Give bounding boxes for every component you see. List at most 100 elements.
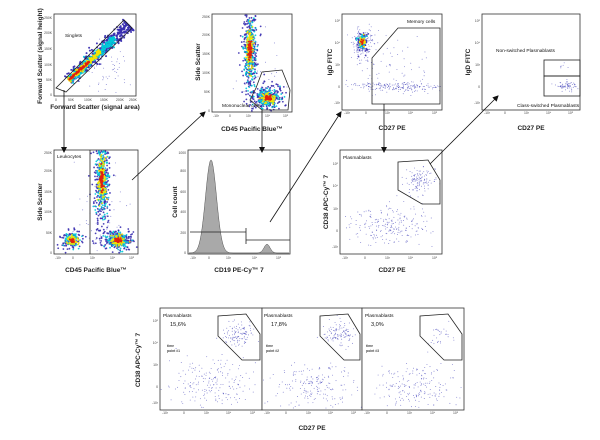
- event-dot: [257, 76, 259, 78]
- event-dot: [422, 172, 423, 174]
- event-dot: [386, 205, 387, 207]
- event-dot: [255, 72, 258, 75]
- event-dot: [398, 87, 400, 88]
- event-dot: [254, 18, 257, 21]
- event-dot: [249, 69, 251, 71]
- event-dot: [234, 340, 236, 342]
- event-dot: [65, 233, 68, 235]
- event-dot: [249, 37, 251, 40]
- event-dot: [243, 40, 245, 43]
- event-dot: [356, 28, 358, 30]
- event-dot: [113, 209, 115, 211]
- event-dot: [248, 30, 251, 33]
- event-dot: [418, 179, 420, 181]
- event-dot: [108, 203, 111, 206]
- event-dot: [369, 227, 371, 229]
- panel-memory: Memory cells -10³ 0 10³ 10⁴ 10⁵ -10³ 0 1…: [327, 13, 443, 132]
- event-dot: [370, 88, 372, 90]
- event-dot: [238, 340, 240, 342]
- event-dot: [245, 20, 248, 23]
- x-tick: 0: [365, 111, 367, 115]
- event-dot: [93, 171, 96, 174]
- event-dot: [241, 327, 243, 329]
- event-dot: [402, 183, 404, 185]
- event-dot: [415, 223, 417, 225]
- event-dot: [238, 64, 241, 66]
- event-dot: [554, 84, 556, 86]
- event-dot: [427, 83, 429, 85]
- event-dot: [71, 76, 74, 79]
- event-dot: [241, 345, 243, 347]
- event-dot: [365, 233, 367, 235]
- event-dot: [411, 81, 413, 83]
- x-tick: 0: [229, 114, 231, 118]
- event-dot: [102, 228, 105, 231]
- event-dot: [365, 47, 368, 50]
- event-dot: [99, 240, 101, 242]
- event-dot: [273, 90, 276, 93]
- event-dot: [95, 189, 97, 192]
- event-dot: [256, 70, 258, 72]
- event-dot: [388, 71, 390, 73]
- event-dot: [277, 97, 280, 100]
- x-tick: 10⁴: [408, 256, 414, 260]
- event-dot: [102, 165, 104, 168]
- event-dot: [408, 184, 410, 185]
- event-dot: [112, 64, 114, 65]
- event-dot: [249, 321, 251, 323]
- event-dot: [414, 175, 416, 177]
- event-dot: [96, 250, 98, 252]
- event-dot: [420, 180, 422, 182]
- event-dot: [426, 174, 427, 176]
- event-dot: [100, 163, 103, 165]
- event-dot: [245, 332, 247, 334]
- y-tick: 10³: [475, 63, 481, 67]
- event-dot: [424, 90, 426, 92]
- event-dot: [392, 232, 394, 234]
- event-dot: [98, 237, 101, 240]
- event-dot: [353, 49, 355, 51]
- event-dot: [112, 32, 115, 35]
- event-dot: [389, 83, 391, 85]
- event-dot: [243, 332, 245, 334]
- x-tick: 10³: [246, 114, 252, 118]
- event-dot: [420, 178, 422, 179]
- event-dot: [561, 87, 563, 89]
- event-dot: [103, 208, 106, 211]
- event-dot: [227, 333, 228, 335]
- event-dot: [79, 198, 81, 200]
- event-dot: [370, 45, 372, 47]
- event-dot: [106, 215, 109, 218]
- event-dot: [284, 104, 287, 107]
- event-dot: [367, 78, 369, 79]
- event-dot: [418, 183, 420, 185]
- event-dot: [403, 66, 405, 68]
- event-dot: [370, 86, 372, 88]
- event-dot: [396, 85, 398, 87]
- x-tick: 10⁵: [432, 256, 438, 260]
- event-dot: [232, 337, 234, 339]
- event-dot: [357, 236, 359, 238]
- event-dot: [417, 233, 419, 235]
- event-dot: [102, 53, 105, 56]
- event-dot: [95, 213, 98, 215]
- y-ticks-leukocytes: 0 50K 100K 150K 200K 250K: [44, 151, 53, 255]
- event-dot: [412, 85, 414, 87]
- event-dot: [225, 363, 227, 365]
- event-dot: [348, 224, 350, 226]
- event-dot: [276, 90, 278, 92]
- event-dot: [370, 26, 372, 28]
- event-dot: [387, 222, 389, 224]
- event-dot: [243, 69, 246, 71]
- event-dot: [104, 235, 107, 238]
- event-dot: [252, 29, 254, 32]
- y-ticks-switched: -10³ 0 10³ 10⁴ 10⁵: [474, 19, 481, 105]
- x-tick: 10⁴: [408, 111, 414, 115]
- event-dot: [408, 235, 410, 236]
- y-tick: 250K: [202, 15, 211, 19]
- event-dot: [249, 84, 252, 87]
- event-dot: [382, 53, 384, 55]
- event-dot: [98, 165, 101, 168]
- event-dot: [117, 75, 119, 77]
- y-ticks-plasmablasts: -10³ 0 10³ 10⁴ 10⁵: [332, 162, 339, 249]
